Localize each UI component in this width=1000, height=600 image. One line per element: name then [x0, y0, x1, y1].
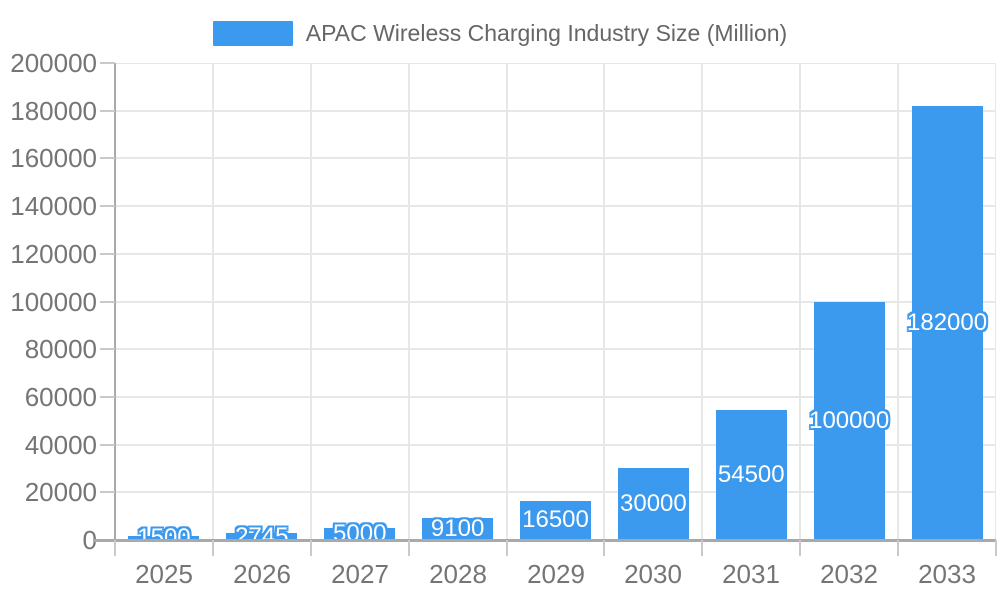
- y-axis-tick: [100, 348, 115, 351]
- gridline-vertical: [995, 63, 996, 540]
- gridline-horizontal: [115, 300, 996, 303]
- bar[interactable]: [422, 518, 493, 540]
- legend[interactable]: APAC Wireless Charging Industry Size (Mi…: [0, 18, 1000, 48]
- y-axis-tick: [100, 252, 115, 255]
- y-axis-tick-label: 20000: [24, 477, 97, 508]
- y-axis-tick: [100, 157, 115, 160]
- y-axis-tick-label: 180000: [10, 95, 97, 126]
- y-axis-tick-label: 60000: [24, 381, 97, 412]
- y-axis-tick-label: 80000: [24, 334, 97, 365]
- y-axis-tick: [100, 491, 115, 494]
- y-axis-tick-label: 140000: [10, 191, 97, 222]
- x-axis-tick-label: 2029: [527, 559, 585, 589]
- bar-value-label: 1500: [137, 524, 191, 540]
- gridline-horizontal: [115, 63, 996, 64]
- y-axis-tick: [100, 109, 115, 112]
- x-axis-tick-label: 2027: [331, 559, 389, 589]
- y-axis-tick-label: 40000: [24, 429, 97, 460]
- x-axis-tick: [212, 540, 214, 556]
- bar-value-label: 5000: [333, 520, 387, 540]
- gridline-horizontal: [115, 205, 996, 208]
- y-axis-tick-label: 100000: [10, 286, 97, 317]
- gridline-vertical: [799, 63, 801, 540]
- gridline-vertical: [897, 63, 899, 540]
- x-axis-tick: [799, 540, 801, 556]
- bar[interactable]: [814, 301, 885, 540]
- x-axis-tick: [995, 540, 997, 556]
- gridline-horizontal: [115, 491, 996, 494]
- bar-value-label: 2745: [235, 522, 289, 540]
- x-axis-tick: [506, 540, 508, 556]
- y-axis-tick-label: 0: [82, 525, 97, 555]
- legend-label: APAC Wireless Charging Industry Size (Mi…: [305, 19, 788, 46]
- bar[interactable]: [618, 468, 689, 540]
- plot-area: 1500 2745 5000 9100 16500 30000 54500 100000 182…: [115, 63, 996, 540]
- x-axis-tick: [114, 540, 116, 556]
- x-axis-tick-label: 2026: [233, 559, 291, 589]
- y-axis-tick: [100, 205, 115, 208]
- bar[interactable]: [520, 500, 591, 540]
- y-axis-tick: [100, 395, 115, 398]
- y-axis-tick-label: 160000: [10, 143, 97, 174]
- y-axis-tick: [100, 300, 115, 303]
- bar-value-label: 54500: [717, 461, 785, 489]
- y-axis-tick-label: 120000: [10, 238, 97, 269]
- gridline-horizontal: [115, 109, 996, 112]
- bar-value-label: 16500: [522, 506, 589, 534]
- bar-value-label: 9100: [430, 515, 485, 540]
- gridline-horizontal: [115, 443, 996, 446]
- gridline-vertical: [212, 63, 214, 540]
- gridline-vertical: [408, 63, 410, 540]
- x-axis-line: [93, 539, 996, 542]
- bar[interactable]: [912, 105, 983, 540]
- x-axis-tick-label: 2033: [918, 559, 976, 589]
- x-axis-tick-label: 2030: [624, 559, 682, 589]
- legend-swatch: [212, 20, 293, 46]
- gridline-vertical: [310, 63, 312, 540]
- y-axis-tick: [100, 62, 115, 64]
- gridline-horizontal: [115, 395, 996, 398]
- x-axis-tick-label: 2025: [135, 559, 193, 589]
- x-axis-tick: [603, 540, 605, 556]
- gridline-vertical: [603, 63, 605, 540]
- gridline-horizontal: [115, 348, 996, 351]
- x-axis-tick: [701, 540, 703, 556]
- y-axis-tick-label: 200000: [10, 48, 97, 78]
- x-axis-tick: [897, 540, 899, 556]
- gridline-vertical: [701, 63, 703, 540]
- x-axis-tick-label: 2031: [722, 559, 780, 589]
- bar[interactable]: [128, 536, 199, 540]
- x-axis-tick: [310, 540, 312, 556]
- bar-value-label: 30000: [620, 490, 687, 518]
- gridline-horizontal: [115, 157, 996, 160]
- x-axis-tick-label: 2032: [820, 559, 878, 589]
- bar[interactable]: [716, 410, 787, 540]
- bar[interactable]: [226, 533, 297, 540]
- x-axis-tick: [408, 540, 410, 556]
- gridline-horizontal: [115, 252, 996, 255]
- y-axis-line: [114, 63, 116, 556]
- bar-value-label: 182000: [907, 308, 988, 336]
- gridline-vertical: [506, 63, 508, 540]
- bar-value-label: 100000: [809, 406, 890, 434]
- bar[interactable]: [324, 528, 395, 540]
- x-axis-tick-label: 2028: [429, 559, 487, 589]
- y-axis-tick: [100, 443, 115, 446]
